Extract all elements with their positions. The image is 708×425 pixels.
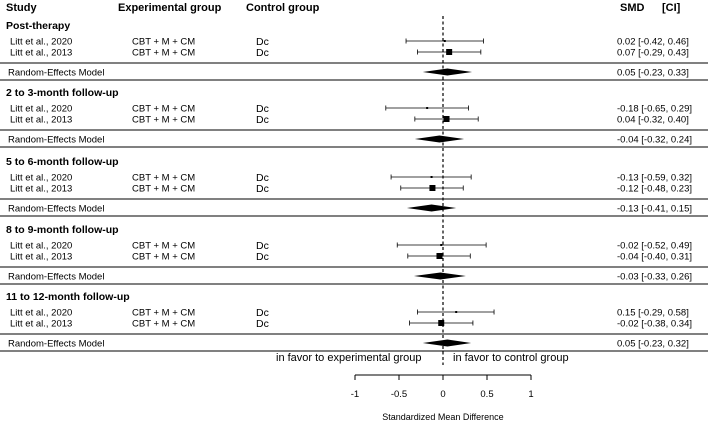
x-tick-label: -0.5 <box>391 389 407 400</box>
smd-ci-label: -0.02 [-0.52, 0.49] <box>617 241 692 252</box>
smd-ci-label: -0.12 [-0.48, 0.23] <box>617 184 692 195</box>
random-effects-label: Random-Effects Model <box>8 68 104 79</box>
x-tick-label: 0 <box>440 389 445 400</box>
smd-ci-label: -0.02 [-0.38, 0.34] <box>617 319 692 330</box>
header-study: Study <box>6 2 37 14</box>
study-name: Litt et al., 2020 <box>10 37 72 48</box>
point-estimate <box>430 176 433 178</box>
summary-diamond <box>414 135 465 143</box>
summary-smd-ci-label: -0.13 [-0.41, 0.15] <box>617 204 692 215</box>
header-ci: [CI] <box>662 2 681 14</box>
control-group-label: Dc <box>256 307 269 319</box>
section-title: 5 to 6-month follow-up <box>6 156 119 168</box>
point-estimate <box>436 253 443 259</box>
control-group-label: Dc <box>256 251 269 263</box>
forest-rows: Post-therapy Litt et al., 2020 CBT + M + C… <box>0 16 708 365</box>
summary-smd-ci-label: 0.05 [-0.23, 0.33] <box>617 68 689 79</box>
experimental-group-label: CBT + M + CM <box>132 37 195 48</box>
study-name: Litt et al., 2020 <box>10 241 72 252</box>
summary-smd-ci-label: -0.03 [-0.33, 0.26] <box>617 272 692 283</box>
experimental-group-label: CBT + M + CM <box>132 173 195 184</box>
point-estimate <box>446 49 453 55</box>
study-name: Litt et al., 2013 <box>10 184 72 195</box>
smd-ci-label: 0.02 [-0.42, 0.46] <box>617 37 689 48</box>
point-estimate <box>426 107 429 109</box>
study-name: Litt et al., 2013 <box>10 319 72 330</box>
header-smd: SMD <box>620 2 645 14</box>
random-effects-label: Random-Effects Model <box>8 135 104 146</box>
study-name: Litt et al., 2013 <box>10 115 72 126</box>
experimental-group-label: CBT + M + CM <box>132 308 195 319</box>
experimental-group-label: CBT + M + CM <box>132 104 195 115</box>
smd-ci-label: 0.07 [-0.29, 0.43] <box>617 48 689 59</box>
experimental-group-label: CBT + M + CM <box>132 252 195 263</box>
point-estimate <box>443 116 450 122</box>
summary-diamond <box>422 339 472 347</box>
x-axis-title: Standardized Mean Difference <box>382 412 503 422</box>
header-experimental-group: Experimental group <box>118 2 222 14</box>
control-group-label: Dc <box>256 240 269 252</box>
summary-diamond <box>413 272 466 280</box>
summary-diamond <box>406 204 457 212</box>
summary-diamond <box>422 68 473 76</box>
x-axis: in favor to experimental group in favor t… <box>276 352 569 422</box>
control-group-label: Dc <box>256 183 269 195</box>
x-tick-label: 0.5 <box>480 389 493 400</box>
random-effects-label: Random-Effects Model <box>8 204 104 215</box>
header-control-group: Control group <box>246 2 320 14</box>
summary-smd-ci-label: -0.04 [-0.32, 0.24] <box>617 135 692 146</box>
section-title: Post-therapy <box>6 20 70 32</box>
smd-ci-label: 0.04 [-0.32, 0.40] <box>617 115 689 126</box>
section-title: 11 to 12-month follow-up <box>6 291 130 303</box>
point-estimate <box>443 40 446 42</box>
point-estimate <box>455 311 458 313</box>
random-effects-label: Random-Effects Model <box>8 272 104 283</box>
study-name: Litt et al., 2020 <box>10 308 72 319</box>
experimental-group-label: CBT + M + CM <box>132 115 195 126</box>
experimental-group-label: CBT + M + CM <box>132 241 195 252</box>
control-group-label: Dc <box>256 103 269 115</box>
control-group-label: Dc <box>256 47 269 59</box>
favor-control-label: in favor to control group <box>453 352 569 364</box>
smd-ci-label: -0.13 [-0.59, 0.32] <box>617 173 692 184</box>
smd-ci-label: -0.04 [-0.40, 0.31] <box>617 252 692 263</box>
point-estimate <box>429 185 436 191</box>
experimental-group-label: CBT + M + CM <box>132 319 195 330</box>
point-estimate <box>438 320 445 326</box>
favor-experimental-label: in favor to experimental group <box>276 352 422 364</box>
section-title: 8 to 9-month follow-up <box>6 224 119 236</box>
study-name: Litt et al., 2013 <box>10 252 72 263</box>
experimental-group-label: CBT + M + CM <box>132 48 195 59</box>
point-estimate <box>440 244 443 246</box>
study-name: Litt et al., 2020 <box>10 173 72 184</box>
section-title: 2 to 3-month follow-up <box>6 87 119 99</box>
x-tick-label: 1 <box>528 389 533 400</box>
summary-smd-ci-label: 0.05 [-0.23, 0.32] <box>617 339 689 350</box>
control-group-label: Dc <box>256 172 269 184</box>
smd-ci-label: 0.15 [-0.29, 0.58] <box>617 308 689 319</box>
smd-ci-label: -0.18 [-0.65, 0.29] <box>617 104 692 115</box>
control-group-label: Dc <box>256 114 269 126</box>
column-headers: Study Experimental group Control group S… <box>6 2 681 14</box>
control-group-label: Dc <box>256 318 269 330</box>
random-effects-label: Random-Effects Model <box>8 339 104 350</box>
study-name: Litt et al., 2020 <box>10 104 72 115</box>
experimental-group-label: CBT + M + CM <box>132 184 195 195</box>
study-name: Litt et al., 2013 <box>10 48 72 59</box>
control-group-label: Dc <box>256 36 269 48</box>
x-tick-label: -1 <box>351 389 359 400</box>
